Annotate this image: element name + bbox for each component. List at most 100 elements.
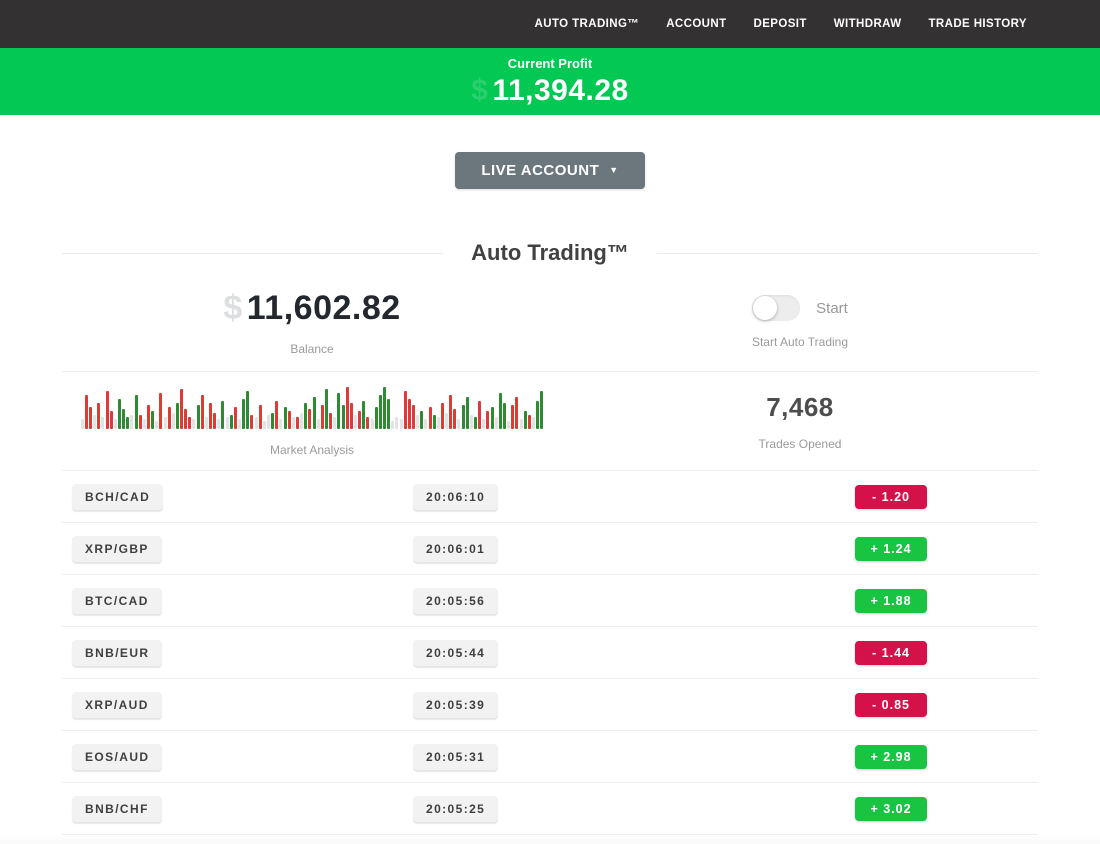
time-badge: 20:06:10 [413,483,499,510]
market-tick-bar [486,411,490,429]
market-tick-bar [196,405,200,429]
toggle-group: Start [752,295,848,321]
market-tick-bar [329,413,333,429]
market-tick-bar [109,411,113,429]
table-row: XRP/AUD 20:05:39 - 0.85 [62,679,1038,731]
time-badge: 20:06:01 [413,535,499,562]
trades-opened-stat: 7,468 Trades Opened [562,392,1038,451]
market-tick-bar [511,405,515,429]
live-account-dropdown-button[interactable]: LIVE ACCOUNT ▼ [455,151,645,189]
market-tick-bar [271,413,275,429]
market-tick-bar [474,417,478,429]
trades-opened-value: 7,468 [766,391,834,422]
market-tick-bar [324,389,328,429]
toggle-knob[interactable] [753,296,778,320]
pair-badge: XRP/GBP [72,535,162,562]
chevron-down-icon: ▼ [609,164,619,175]
table-row: BCH/CAD 20:06:10 - 1.20 [62,471,1038,523]
nav-item-deposit[interactable]: DEPOSIT [753,18,807,30]
table-row: EOS/AUD 20:05:31 + 2.98 [62,731,1038,783]
market-tick-bar [391,421,395,429]
market-tick-bar [142,419,146,429]
market-tick-bar [84,395,88,429]
market-tick-bar [217,419,221,429]
market-analysis-stat: Market Analysis [62,385,562,457]
market-tick-bar [411,405,415,429]
time-badge: 20:05:25 [413,795,499,822]
market-tick-bar [200,395,204,429]
page-footer [0,835,1100,844]
market-tick-bar [445,413,449,429]
market-tick-bar [184,409,188,429]
change-badge: - 1.44 [855,640,927,665]
market-tick-bar [308,409,312,429]
market-tick-bar [469,415,473,429]
market-tick-bar [482,419,486,429]
pair-badge: BCH/CAD [72,483,164,510]
market-tick-bar [175,403,179,429]
market-tick-bar [113,419,117,429]
market-tick-bar [370,419,374,429]
market-tick-bar [416,415,420,429]
current-profit-amount: $11,394.28 [0,74,1100,108]
change-badge: + 2.98 [855,744,927,769]
market-tick-bar [126,417,130,429]
trade-list: BCH/CAD 20:06:10 - 1.20 XRP/GBP 20:06:01… [62,471,1038,835]
market-tick-bar [105,391,109,429]
market-tick-bar [519,419,523,429]
market-tick-bar [300,413,304,429]
market-tick-bar [532,417,536,429]
stats-row-market: Market Analysis 7,468 Trades Opened [62,372,1038,471]
market-tick-bar [420,411,424,429]
balance-stat: $11,602.82 Balance [62,289,562,356]
market-tick-bar [188,417,192,429]
market-tick-bar [246,391,250,429]
table-row: BNB/CHF 20:05:25 + 3.02 [62,783,1038,835]
time-badge: 20:05:39 [413,691,499,718]
market-tick-bar [238,419,242,429]
market-tick-bar [117,399,121,429]
change-badge: - 1.20 [855,484,927,509]
currency-symbol: $ [471,73,489,107]
nav-item-auto-trading[interactable]: AUTO TRADING™ [534,18,640,30]
market-tick-bar [134,395,138,429]
market-tick-bar [204,417,208,429]
change-badge: + 1.24 [855,536,927,561]
market-tick-bar [436,417,440,429]
market-tick-bar [461,405,465,429]
market-tick-bar [503,403,507,429]
market-tick-bar [258,405,262,429]
market-tick-bar [515,397,519,429]
market-tick-bar [275,401,279,429]
market-tick-bar [465,397,469,429]
market-tick-bar [209,403,213,429]
pair-badge: BTC/CAD [72,587,162,614]
market-tick-bar [457,419,461,429]
market-tick-bar [279,419,283,429]
market-tick-bar [155,421,159,429]
market-tick-bar [395,417,399,429]
balance-amount: $11,602.82 [223,289,400,328]
market-tick-bar [523,411,527,429]
market-tick-bar [362,401,366,429]
nav-item-withdraw[interactable]: WITHDRAW [833,18,902,30]
nav-item-trade-history[interactable]: TRADE HISTORY [928,18,1027,30]
market-tick-bar [498,393,502,429]
market-tick-bar [221,401,225,429]
auto-trading-toggle-stat: Start Start Auto Trading [562,295,1038,349]
market-tick-bar [262,421,266,429]
market-tick-bar [432,415,436,429]
market-tick-bar [382,387,386,429]
market-tick-bar [403,391,407,429]
start-auto-trading-toggle[interactable] [752,295,801,321]
market-tick-bar [428,407,432,429]
market-tick-bar [494,417,498,429]
pair-badge: BNB/EUR [72,639,163,666]
market-tick-bar [101,417,105,429]
nav-item-account[interactable]: ACCOUNT [666,18,727,30]
market-tick-bar [453,409,457,429]
market-analysis-label: Market Analysis [269,443,355,457]
market-tick-bar [225,417,229,429]
trades-opened-label: Trades Opened [758,436,842,451]
start-auto-trading-label: Start Auto Trading [751,335,849,349]
